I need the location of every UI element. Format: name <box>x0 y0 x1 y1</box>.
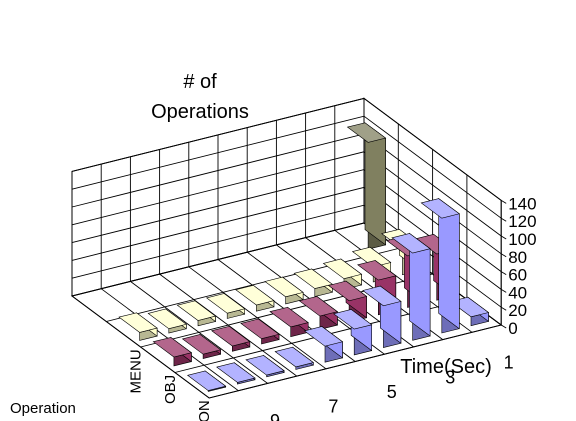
bar-non-9 <box>420 198 460 334</box>
y-tick-mark-80 <box>500 253 507 258</box>
y-tick-label: 20 <box>508 301 527 320</box>
bar-top <box>346 122 387 143</box>
y-tick-mark-100 <box>500 235 507 240</box>
y-tick-label: 120 <box>508 212 536 231</box>
depth-label-obj: OBJ <box>162 375 179 404</box>
bar-top <box>181 334 222 355</box>
depth-label-non: NON <box>196 400 213 421</box>
bar-top <box>298 296 339 317</box>
bar-non-10 <box>449 296 490 327</box>
bar-menu-5 <box>235 284 275 312</box>
x-tick-label: 3 <box>445 367 455 387</box>
bar-top <box>240 318 280 340</box>
bar-obj-6 <box>298 295 339 330</box>
y-tick-mark-0 <box>500 324 507 329</box>
x-tick-label: 9 <box>270 411 280 421</box>
bar-top <box>420 198 460 219</box>
bar-non-6 <box>332 308 373 356</box>
y-tick-mark-40 <box>500 289 507 293</box>
y-tick-mark-120 <box>500 217 507 222</box>
chart-title-line-2: Operations <box>151 101 249 123</box>
depth-label-menu: MENU <box>127 349 144 393</box>
bar-non-1 <box>186 370 227 392</box>
y-tick-label: 0 <box>508 319 517 338</box>
bar-top <box>274 346 314 368</box>
bar-top <box>351 246 392 268</box>
bar-menu-2 <box>147 308 187 334</box>
bar-non-5 <box>303 325 344 363</box>
bar-top <box>391 233 431 254</box>
bar-obj-5 <box>269 306 309 338</box>
bar-top <box>176 300 217 321</box>
bar-menu-7 <box>293 268 333 297</box>
y-tick-label: 80 <box>508 248 527 267</box>
bar-obj-1 <box>152 336 193 367</box>
bar-obj-2 <box>181 333 222 359</box>
bar-top <box>303 326 344 347</box>
bar-menu-6 <box>264 276 304 305</box>
bar-top <box>216 362 256 383</box>
y-tick-mark-20 <box>500 306 507 311</box>
chart-title-line-1: # of <box>183 71 217 93</box>
bar-menu-4 <box>205 292 246 319</box>
depth-axis-title: Operation <box>10 400 76 417</box>
x-tick-label: 1 <box>504 353 514 373</box>
x-tick-label: 10− <box>231 418 262 421</box>
bar-top <box>269 306 309 328</box>
bar-non-7 <box>362 285 402 348</box>
gridline-100 <box>71 133 502 237</box>
bar-non-2 <box>216 362 256 385</box>
chart-bars <box>118 122 490 392</box>
bar-top <box>264 276 304 298</box>
bar-top <box>235 284 275 306</box>
x-tick-label: 5 <box>387 382 397 402</box>
bar-top <box>186 370 227 391</box>
bar-non-4 <box>274 346 314 370</box>
bar-top <box>357 260 397 281</box>
y-tick-label: 100 <box>508 230 536 249</box>
bar-top <box>332 309 373 330</box>
bar-menu-3 <box>176 300 217 327</box>
x-axis-title: Time(Sec) <box>400 356 491 378</box>
bar-top <box>211 325 251 347</box>
y-tick-label: 40 <box>508 283 527 302</box>
bar-top <box>327 280 368 302</box>
bar-non-8 <box>391 232 431 341</box>
bar-obj-3 <box>211 325 251 352</box>
bar-non-3 <box>245 354 285 378</box>
bar-top <box>322 258 363 280</box>
gridline-140 <box>71 97 502 201</box>
bar-top <box>152 337 193 358</box>
floor-row-4 <box>209 324 502 399</box>
floor-row-1 <box>106 248 399 322</box>
bar-top <box>205 293 246 314</box>
bar-top <box>118 312 158 333</box>
y-tick-mark-60 <box>500 271 507 275</box>
bar-menu-1 <box>118 312 158 341</box>
y-tick-mark-140 <box>500 200 507 204</box>
bar-series-4-10 <box>346 122 387 250</box>
bar-obj-4 <box>240 318 280 345</box>
y-tick-label: 60 <box>508 266 527 285</box>
chart-title: # of Operations <box>151 71 249 123</box>
bar-top <box>449 296 490 318</box>
floor-row-0 <box>71 222 365 297</box>
bar-top <box>362 285 402 307</box>
bar-top <box>147 308 187 330</box>
x-tick-label: 7 <box>328 396 338 416</box>
bar-top <box>245 355 285 376</box>
y-tick-label: 140 <box>508 194 536 213</box>
bar-obj-7 <box>327 280 368 323</box>
bar-top <box>293 268 333 289</box>
